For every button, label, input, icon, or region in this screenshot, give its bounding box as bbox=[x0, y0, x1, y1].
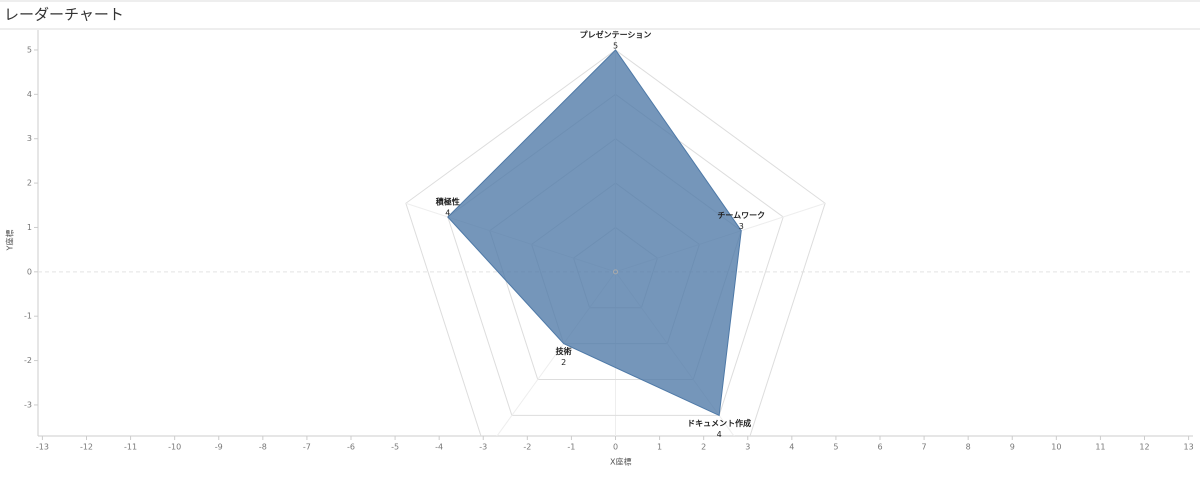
x-tick-label: -6 bbox=[347, 443, 355, 452]
x-axis-label: X座標 bbox=[610, 457, 631, 467]
radar-ring bbox=[405, 49, 826, 436]
x-tick-label: -2 bbox=[523, 443, 531, 452]
value-label: 2 bbox=[561, 358, 566, 367]
x-tick-label: -3 bbox=[479, 443, 487, 452]
radar-area bbox=[447, 49, 742, 417]
x-tick-label: -9 bbox=[215, 443, 223, 452]
y-tick-label: -2 bbox=[24, 356, 32, 365]
y-tick-label: 3 bbox=[27, 134, 32, 143]
value-label: 3 bbox=[739, 222, 744, 231]
x-tick-label: 4 bbox=[789, 443, 794, 452]
x-tick-label: 12 bbox=[1139, 443, 1149, 452]
y-tick-label: 4 bbox=[27, 90, 32, 99]
x-tick-label: -11 bbox=[124, 443, 137, 452]
y-tick-label: 1 bbox=[27, 223, 32, 232]
x-tick-label: 0 bbox=[613, 443, 618, 452]
x-tick-label: 8 bbox=[966, 443, 971, 452]
x-tick-label: 9 bbox=[1010, 443, 1015, 452]
category-label: プレゼンテーション bbox=[580, 29, 652, 39]
plot-area bbox=[38, 30, 1193, 436]
value-label: 4 bbox=[717, 430, 722, 439]
chart-title: レーダーチャート bbox=[4, 6, 124, 24]
x-tick-label: -7 bbox=[303, 443, 311, 452]
x-tick-label: 6 bbox=[877, 443, 882, 452]
x-tick-label: 3 bbox=[745, 443, 750, 452]
x-tick-label: 5 bbox=[833, 443, 838, 452]
y-tick-label: 5 bbox=[27, 45, 32, 54]
category-label: 積極性 bbox=[435, 196, 460, 206]
category-label: 技術 bbox=[556, 346, 572, 356]
x-tick-label: -8 bbox=[259, 443, 267, 452]
x-tick-label: 10 bbox=[1051, 443, 1061, 452]
x-tick-label: 2 bbox=[701, 443, 706, 452]
y-tick-label: 2 bbox=[27, 179, 32, 188]
y-axis-label: Y座標 bbox=[5, 230, 15, 252]
x-tick-label: 7 bbox=[922, 443, 927, 452]
category-label: ドキュメント作成 bbox=[687, 418, 751, 428]
x-tick-label: -4 bbox=[435, 443, 443, 452]
x-tick-label: -5 bbox=[391, 443, 399, 452]
x-tick-label: -12 bbox=[80, 443, 93, 452]
x-tick-label: -13 bbox=[36, 443, 49, 452]
x-tick-label: 11 bbox=[1095, 443, 1105, 452]
category-label: チームワーク bbox=[717, 210, 765, 220]
value-label: 5 bbox=[613, 41, 618, 50]
x-tick-label: 13 bbox=[1183, 443, 1193, 452]
y-tick-label: -1 bbox=[24, 312, 32, 321]
value-label: 4 bbox=[445, 208, 450, 217]
y-tick-label: -3 bbox=[24, 400, 32, 409]
x-tick-label: 1 bbox=[657, 443, 662, 452]
x-tick-label: -10 bbox=[168, 443, 181, 452]
center-dot bbox=[613, 269, 618, 275]
y-tick-label: 0 bbox=[27, 267, 32, 276]
x-tick-label: -1 bbox=[567, 443, 575, 452]
